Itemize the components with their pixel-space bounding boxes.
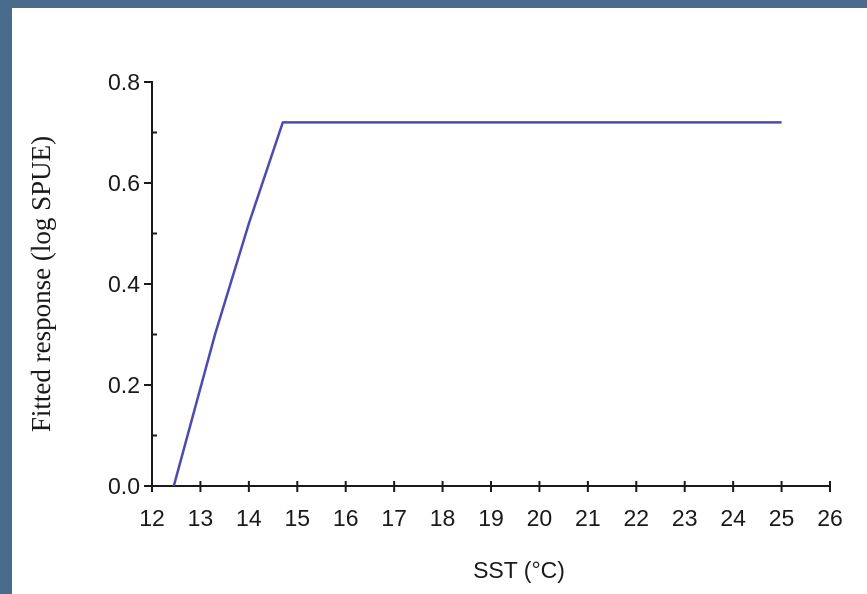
x-tick-label-11: 23 — [672, 505, 698, 531]
x-tick-label-0: 12 — [139, 505, 165, 531]
x-tick-label-6: 18 — [430, 505, 456, 531]
x-tick-label-9: 21 — [575, 505, 601, 531]
fitted-response-line — [172, 121, 782, 487]
y-tick-label-1: 0.2 — [108, 372, 140, 398]
x-tick-label-12: 24 — [720, 505, 746, 531]
x-tick-label-10: 22 — [623, 505, 649, 531]
x-tick-label-2: 14 — [236, 505, 262, 531]
x-axis-tick-labels: 12 13 14 15 16 17 18 19 20 21 22 23 24 25 26 — [139, 505, 843, 531]
x-tick-label-4: 16 — [333, 505, 359, 531]
x-tick-label-7: 19 — [478, 505, 504, 531]
y-axis-title: Fitted response (log SPUE) — [26, 136, 56, 432]
x-tick-label-8: 20 — [527, 505, 553, 531]
y-tick-label-0: 0.0 — [108, 473, 140, 499]
x-tick-label-14: 26 — [817, 505, 843, 531]
x-tick-label-5: 17 — [381, 505, 407, 531]
y-axis-tick-labels: 0.0 0.2 0.4 0.6 0.8 — [108, 69, 140, 499]
x-axis-title: SST (°C) — [473, 557, 565, 583]
top-frame-border — [0, 0, 867, 8]
x-axis-ticks — [151, 481, 831, 492]
y-tick-label-2: 0.4 — [108, 271, 140, 297]
x-tick-label-1: 13 — [188, 505, 214, 531]
x-tick-label-3: 15 — [284, 505, 310, 531]
y-tick-label-3: 0.6 — [108, 170, 140, 196]
x-tick-label-13: 25 — [769, 505, 795, 531]
left-frame-border — [0, 0, 12, 594]
y-axis-ticks — [144, 81, 157, 487]
y-tick-label-4: 0.8 — [108, 69, 140, 95]
chart-axes — [151, 82, 830, 487]
